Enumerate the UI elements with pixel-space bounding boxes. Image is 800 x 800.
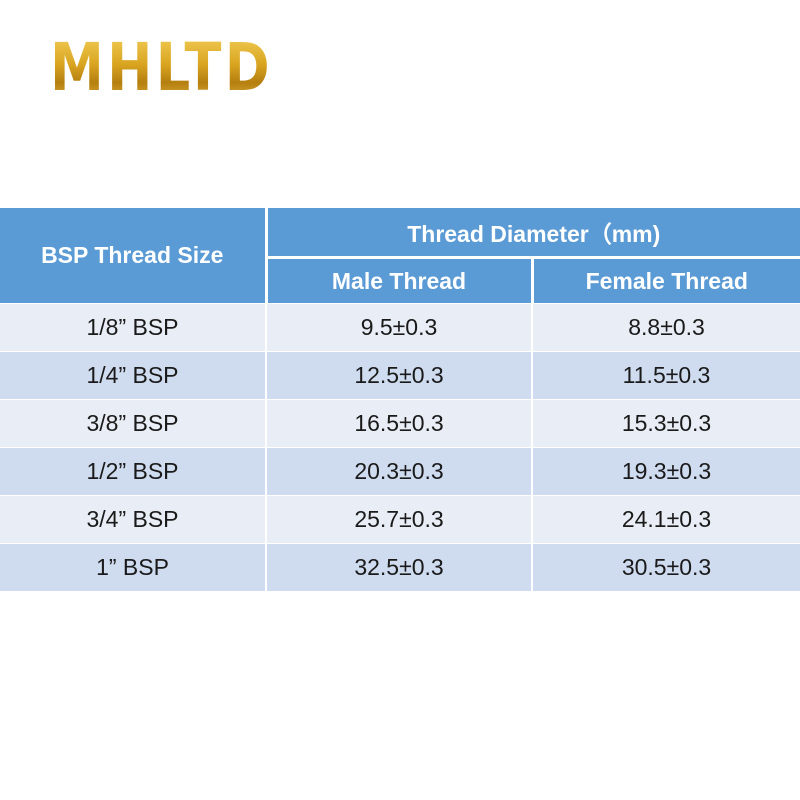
male-thread-header: Male Thread [266, 257, 534, 304]
table-row: 1” BSP 32.5±0.3 30.5±0.3 [0, 543, 800, 591]
table-row: 1/8” BSP 9.5±0.3 8.8±0.3 [0, 303, 800, 352]
female-diameter-cell: 15.3±0.3 [532, 399, 800, 448]
table-header-row: BSP Thread Size Thread Diameter（mm) [0, 208, 800, 304]
male-diameter-cell: 32.5±0.3 [266, 543, 533, 591]
table-row: 3/8” BSP 16.5±0.3 15.3±0.3 [0, 399, 800, 448]
table-subheader-row: Male Thread Female Thread [0, 257, 800, 304]
thread-size-cell: 1/4” BSP [0, 351, 267, 400]
female-diameter-cell: 11.5±0.3 [532, 351, 800, 400]
thread-size-cell: 3/4” BSP [0, 495, 267, 544]
bsp-thread-size-header: BSP Thread Size [0, 208, 268, 304]
thread-size-cell: 3/8” BSP [0, 399, 267, 448]
thread-size-cell: 1” BSP [0, 543, 267, 591]
male-diameter-cell: 16.5±0.3 [266, 399, 533, 448]
female-thread-header: Female Thread [532, 257, 800, 304]
female-diameter-cell: 30.5±0.3 [532, 543, 800, 591]
bsp-thread-size-table: BSP Thread Size Thread Diameter（mm) Male… [0, 208, 800, 591]
female-diameter-cell: 24.1±0.3 [532, 495, 800, 544]
male-diameter-cell: 12.5±0.3 [266, 351, 533, 400]
female-diameter-cell: 8.8±0.3 [532, 303, 800, 352]
thread-size-cell: 1/2” BSP [0, 447, 267, 496]
table-row: 1/2” BSP 20.3±0.3 19.3±0.3 [0, 447, 800, 496]
table-row: 3/4” BSP 25.7±0.3 24.1±0.3 [0, 495, 800, 544]
thread-diameter-header: Thread Diameter（mm) [266, 208, 800, 259]
table-row: 1/4” BSP 12.5±0.3 11.5±0.3 [0, 351, 800, 400]
female-diameter-cell: 19.3±0.3 [532, 447, 800, 496]
thread-size-cell: 1/8” BSP [0, 303, 267, 352]
male-diameter-cell: 20.3±0.3 [266, 447, 533, 496]
brand-logo: MHLTD [50, 29, 273, 106]
male-diameter-cell: 25.7±0.3 [266, 495, 533, 544]
male-diameter-cell: 9.5±0.3 [266, 303, 533, 352]
